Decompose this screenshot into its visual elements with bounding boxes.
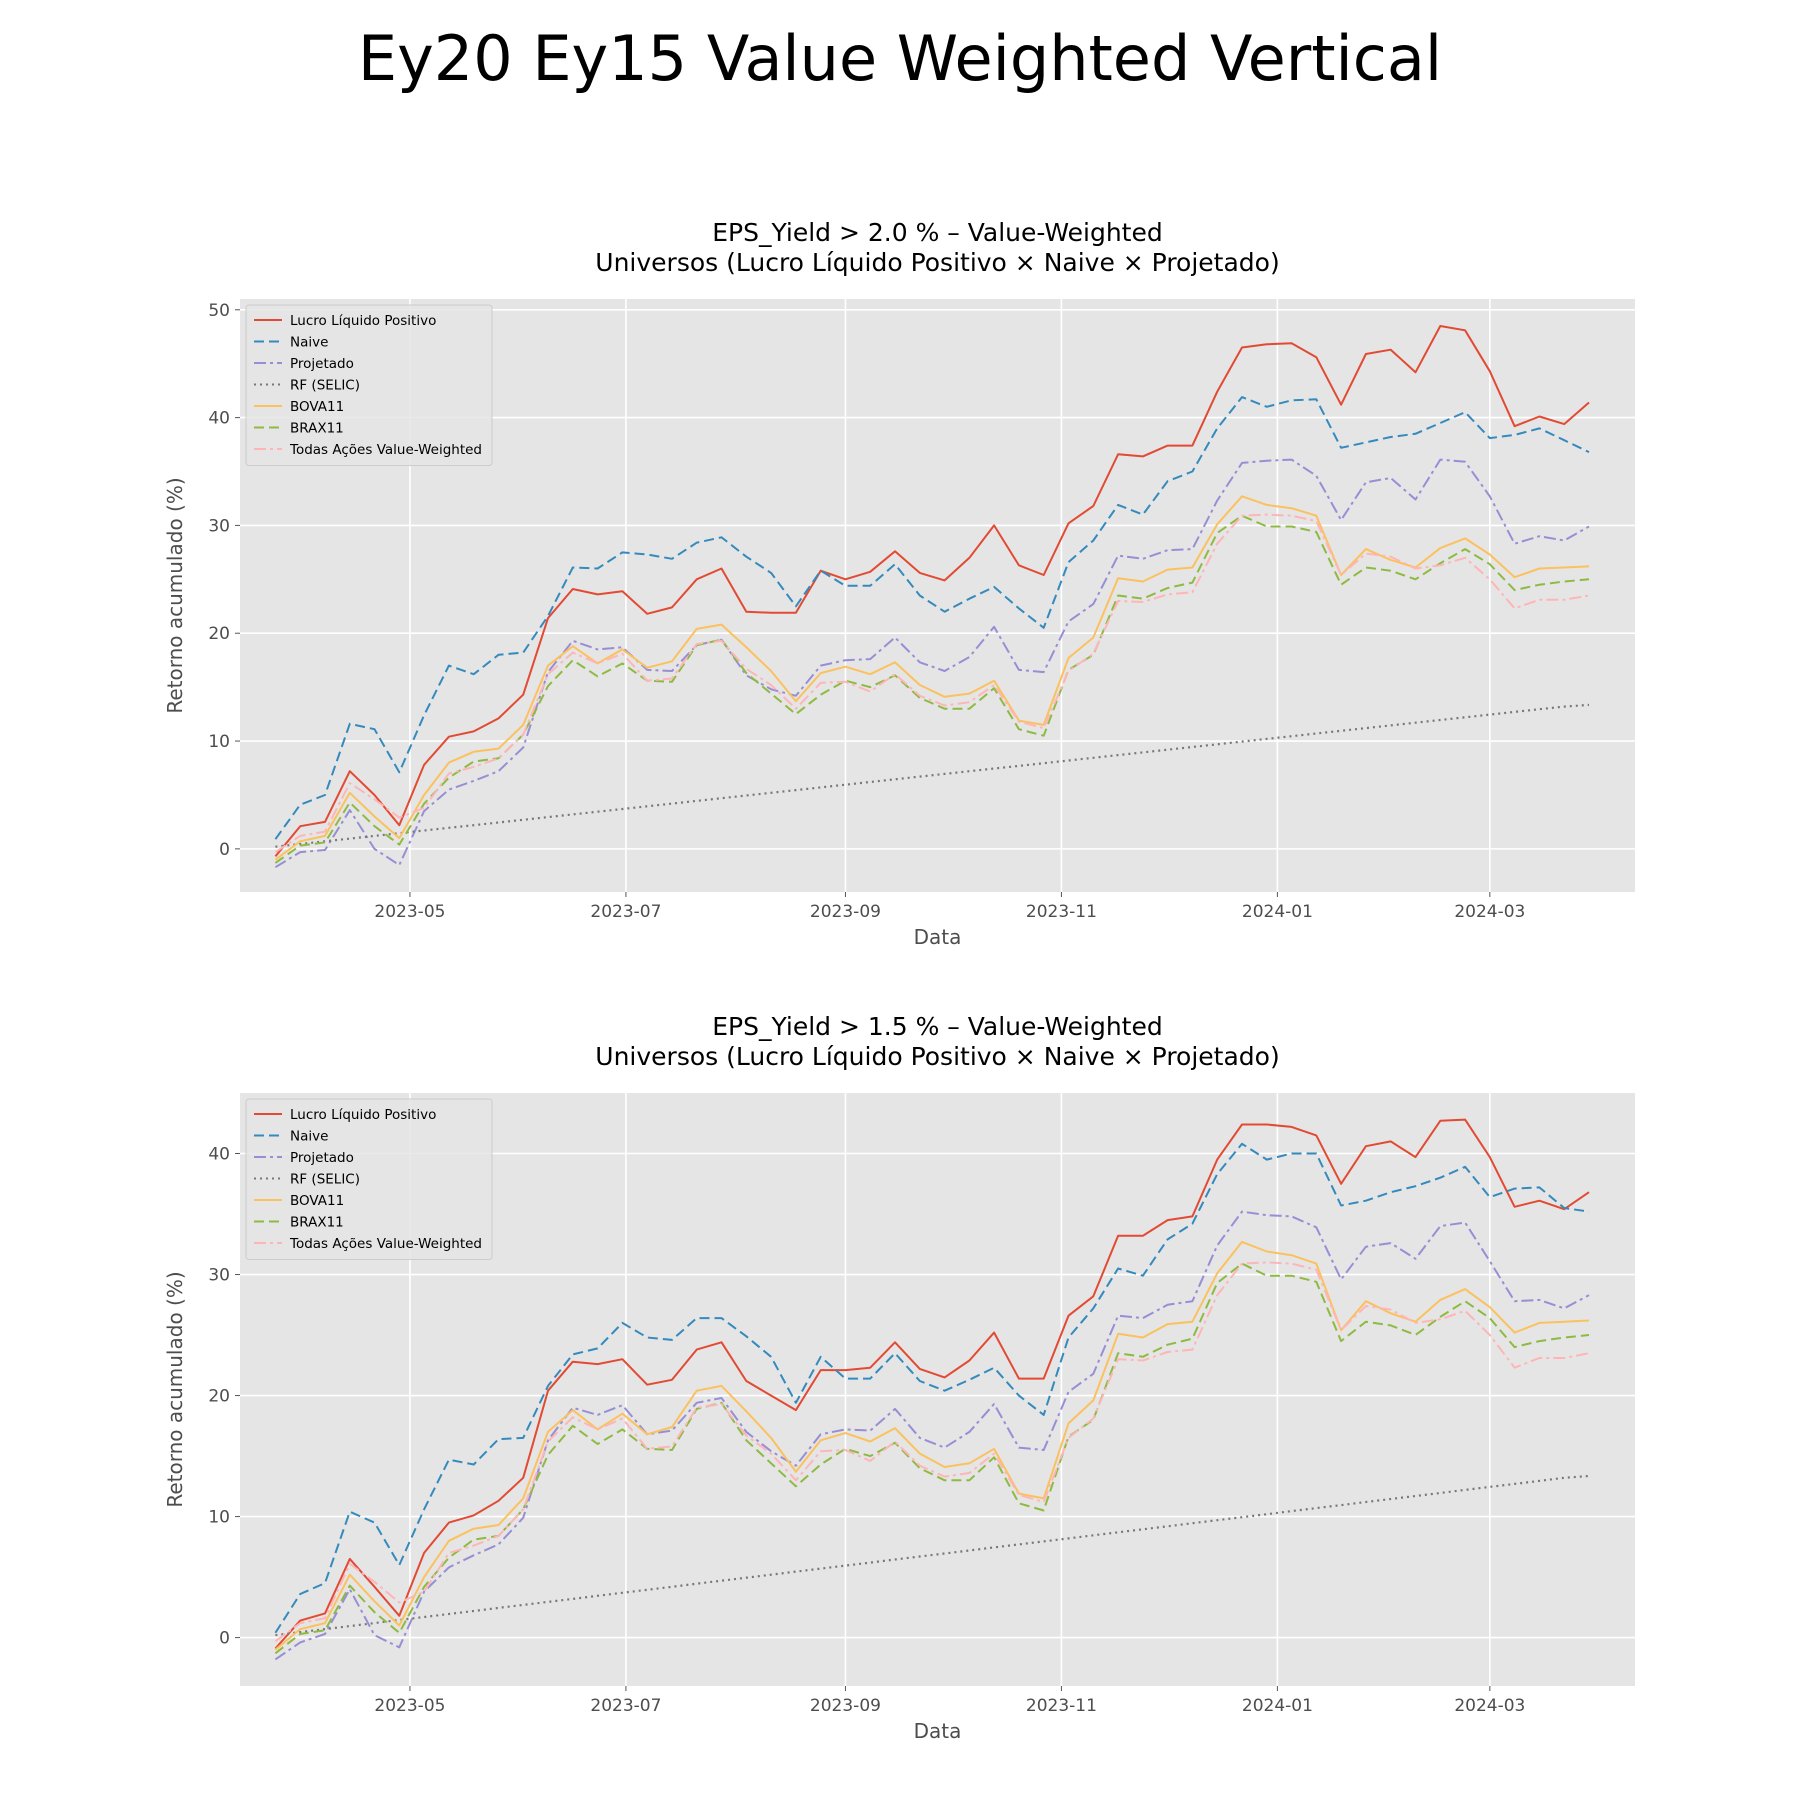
y-tick-label: 20 — [208, 1387, 230, 1407]
x-tick-label: 2023-09 — [810, 1696, 881, 1716]
y-tick-label: 0 — [219, 1629, 230, 1649]
legend-label-naive: Naive — [290, 335, 328, 351]
series-line-todas-acoes-value-weighted — [274, 1261, 1590, 1643]
series-line-naive — [274, 1142, 1590, 1634]
x-tick-label: 2023-11 — [1026, 1696, 1097, 1716]
legend-label-brax11: BRAX11 — [290, 421, 344, 437]
legend-label-lucro-liquido-positivo: Lucro Líquido Positivo — [290, 1107, 436, 1123]
legend-label-brax11: BRAX11 — [290, 1215, 344, 1231]
series-line-rf-selic — [275, 703, 1590, 848]
series-line-bova11 — [274, 1240, 1590, 1651]
series-line-bova11 — [274, 495, 1590, 861]
y-tick-label: 40 — [208, 409, 230, 429]
series-line-projetado — [274, 1210, 1590, 1661]
legend-label-projetado: Projetado — [290, 356, 354, 372]
x-axis-label: Data — [914, 925, 962, 949]
y-tick-label: 40 — [208, 1145, 230, 1165]
legend-box — [245, 304, 493, 466]
legend-label-bova11: BOVA11 — [290, 399, 344, 415]
legend-label-lucro-liquido-positivo: Lucro Líquido Positivo — [290, 313, 436, 329]
chart-title: EPS_Yield > 1.5 % – Value-Weighted — [712, 1012, 1162, 1041]
x-tick-label: 2023-11 — [1026, 902, 1097, 922]
y-axis-label: Retorno acumulado (%) — [163, 1271, 187, 1507]
series-line-rf-selic — [275, 1474, 1590, 1637]
x-tick-label: 2024-01 — [1242, 902, 1313, 922]
y-tick-label: 0 — [219, 840, 230, 860]
chart-subtitle: Universos (Lucro Líquido Positivo × Naiv… — [595, 248, 1279, 277]
x-tick-label: 2023-07 — [590, 902, 661, 922]
y-tick-label: 10 — [208, 1508, 230, 1528]
figure-title: Ey20 Ey15 Value Weighted Vertical — [357, 22, 1443, 95]
y-tick-label: 20 — [208, 624, 230, 644]
x-tick-label: 2024-01 — [1242, 1696, 1313, 1716]
legend-label-rf-selic: RF (SELIC) — [290, 378, 360, 394]
series-line-lucro-liquido-positivo — [274, 325, 1590, 858]
legend-label-rf-selic: RF (SELIC) — [290, 1172, 360, 1188]
series-line-projetado — [274, 458, 1590, 869]
x-tick-label: 2024-03 — [1454, 902, 1525, 922]
y-axis-label: Retorno acumulado (%) — [163, 477, 187, 713]
y-tick-label: 30 — [208, 1266, 230, 1286]
x-tick-label: 2023-05 — [374, 1696, 445, 1716]
x-tick-label: 2024-03 — [1454, 1696, 1525, 1716]
legend-box — [245, 1098, 493, 1260]
y-tick-label: 10 — [208, 732, 230, 752]
y-tick-label: 50 — [208, 301, 230, 321]
legend-label-bova11: BOVA11 — [290, 1193, 344, 1209]
x-axis-label: Data — [914, 1719, 962, 1743]
series-line-naive — [274, 396, 1590, 840]
x-tick-label: 2023-07 — [590, 1696, 661, 1716]
legend-label-projetado: Projetado — [290, 1150, 354, 1166]
y-tick-label: 30 — [208, 516, 230, 536]
series-line-todas-acoes-value-weighted — [274, 513, 1590, 853]
chart-subtitle: Universos (Lucro Líquido Positivo × Naiv… — [595, 1042, 1279, 1071]
x-tick-label: 2023-09 — [810, 902, 881, 922]
legend-label-naive: Naive — [290, 1129, 328, 1145]
legend-label-todas-acoes-value-weighted: Todas Ações Value-Weighted — [289, 442, 482, 458]
chart-title: EPS_Yield > 2.0 % – Value-Weighted — [712, 218, 1162, 247]
legend-label-todas-acoes-value-weighted: Todas Ações Value-Weighted — [289, 1236, 482, 1252]
series-line-lucro-liquido-positivo — [274, 1118, 1590, 1650]
x-tick-label: 2023-05 — [374, 902, 445, 922]
